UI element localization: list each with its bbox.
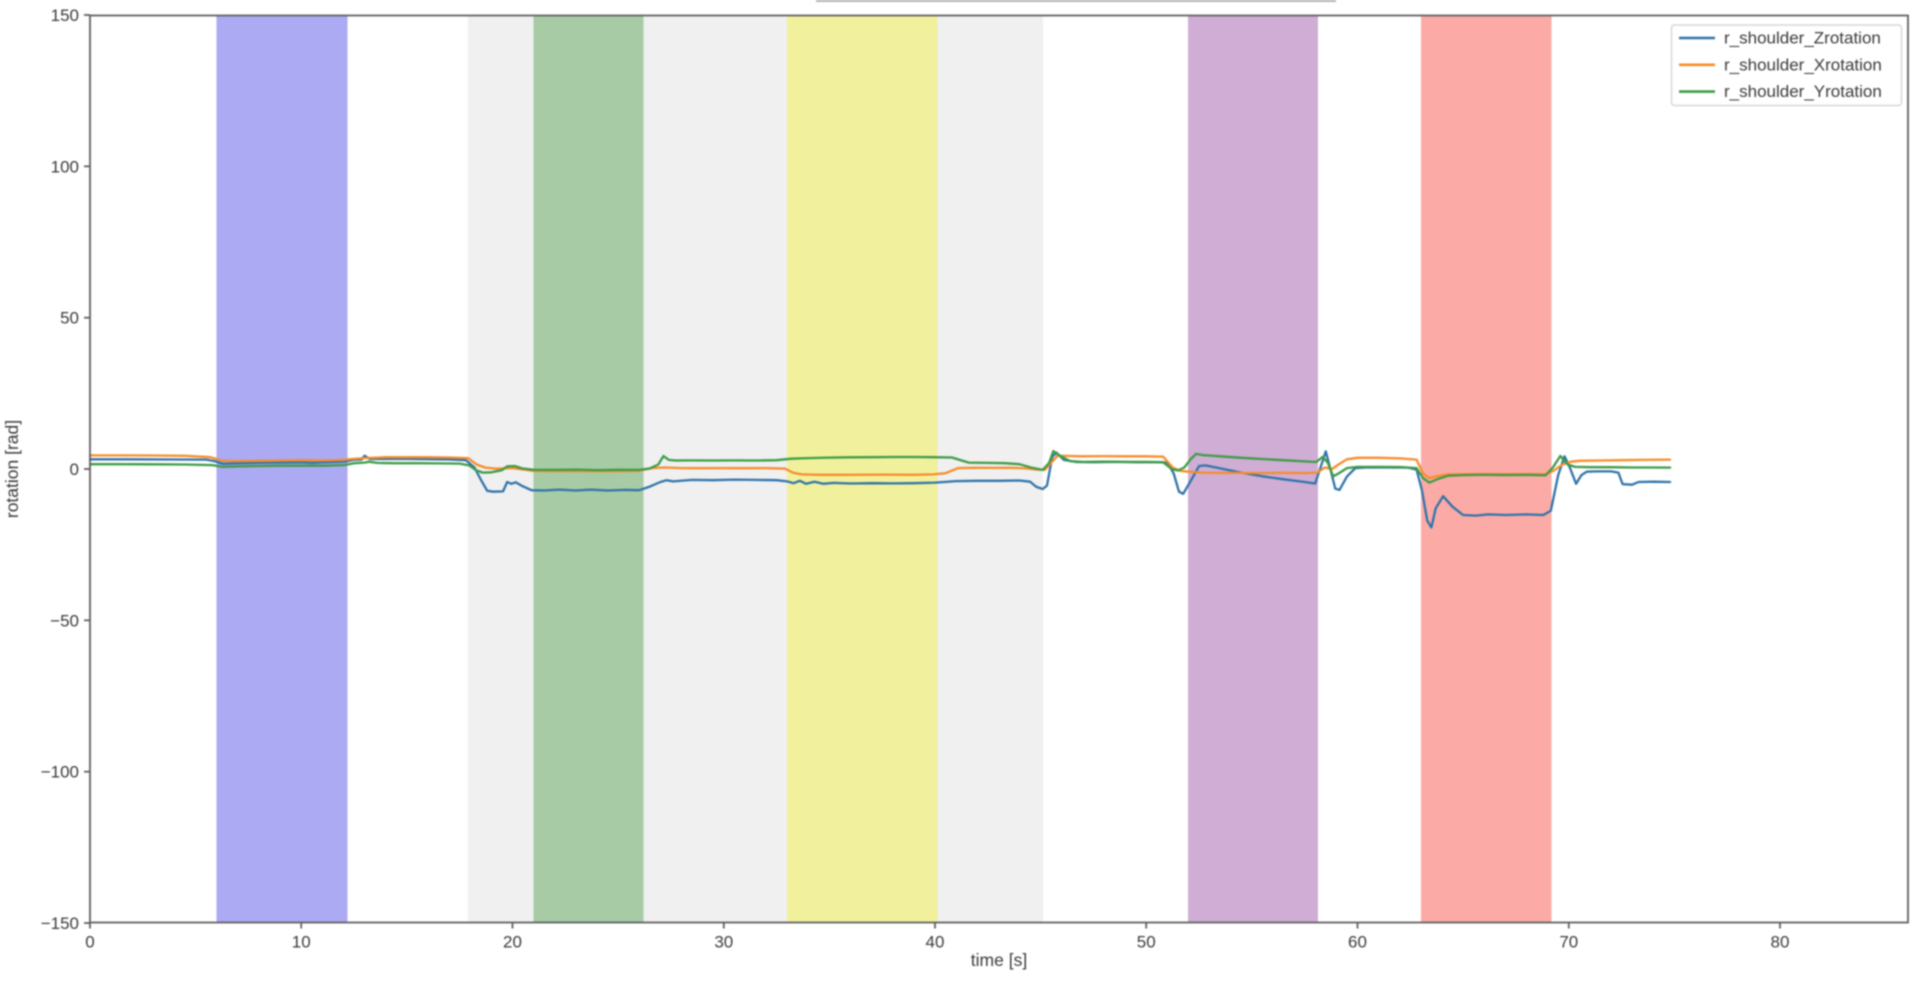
svg-text:r_shoulder_Xrotation: r_shoulder_Xrotation	[1724, 55, 1882, 74]
svg-text:150: 150	[51, 6, 79, 25]
svg-text:10: 10	[292, 933, 311, 952]
svg-text:rotation [rad]: rotation [rad]	[2, 420, 22, 518]
svg-text:60: 60	[1348, 933, 1367, 952]
svg-text:70: 70	[1559, 933, 1578, 952]
svg-text:time [s]: time [s]	[971, 950, 1027, 970]
svg-text:0: 0	[70, 460, 79, 479]
svg-text:50: 50	[60, 309, 79, 328]
svg-text:50: 50	[1137, 933, 1156, 952]
svg-text:40: 40	[926, 933, 945, 952]
svg-text:80: 80	[1771, 933, 1790, 952]
svg-text:−50: −50	[50, 611, 79, 630]
svg-text:0: 0	[85, 933, 94, 952]
svg-text:100: 100	[51, 157, 79, 176]
svg-text:30: 30	[714, 933, 733, 952]
svg-text:20: 20	[503, 933, 522, 952]
svg-text:−150: −150	[41, 914, 79, 933]
svg-text:r_shoulder_Zrotation: r_shoulder_Zrotation	[1724, 29, 1881, 48]
svg-text:−100: −100	[41, 763, 79, 782]
svg-text:r_shoulder_Yrotation: r_shoulder_Yrotation	[1724, 82, 1882, 101]
